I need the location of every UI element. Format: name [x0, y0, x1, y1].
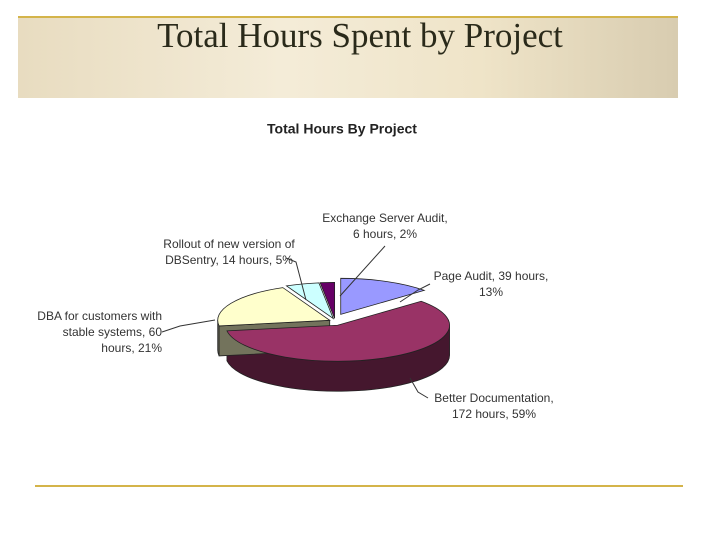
leader-line: [409, 377, 429, 399]
slice-label: Exchange Server Audit, 6 hours, 2%: [322, 211, 448, 241]
leader-line: [339, 245, 386, 297]
slide-title: Total Hours Spent by Project: [157, 16, 563, 55]
slice-label: DBA for customers with stable systems, 6…: [37, 309, 162, 355]
leader-lines: [161, 245, 431, 399]
slice-label: Page Audit, 39 hours, 13%: [433, 269, 549, 299]
slice: [340, 277, 426, 315]
leader-line: [161, 319, 216, 333]
bottom-rule: [35, 485, 683, 487]
slice: [319, 282, 336, 319]
slice-label: Rollout of new version of DBSentry, 14 h…: [163, 237, 295, 267]
slice-label: Better Documentation, 172 hours, 59%: [434, 391, 554, 421]
chart-title: Total Hours By Project: [267, 121, 417, 137]
leader-line: [285, 257, 307, 301]
slice: [226, 300, 450, 362]
header-band: [18, 18, 678, 98]
slice: [285, 282, 335, 320]
slice: [217, 287, 331, 327]
top-rule: [18, 16, 678, 18]
leader-line: [399, 283, 431, 303]
